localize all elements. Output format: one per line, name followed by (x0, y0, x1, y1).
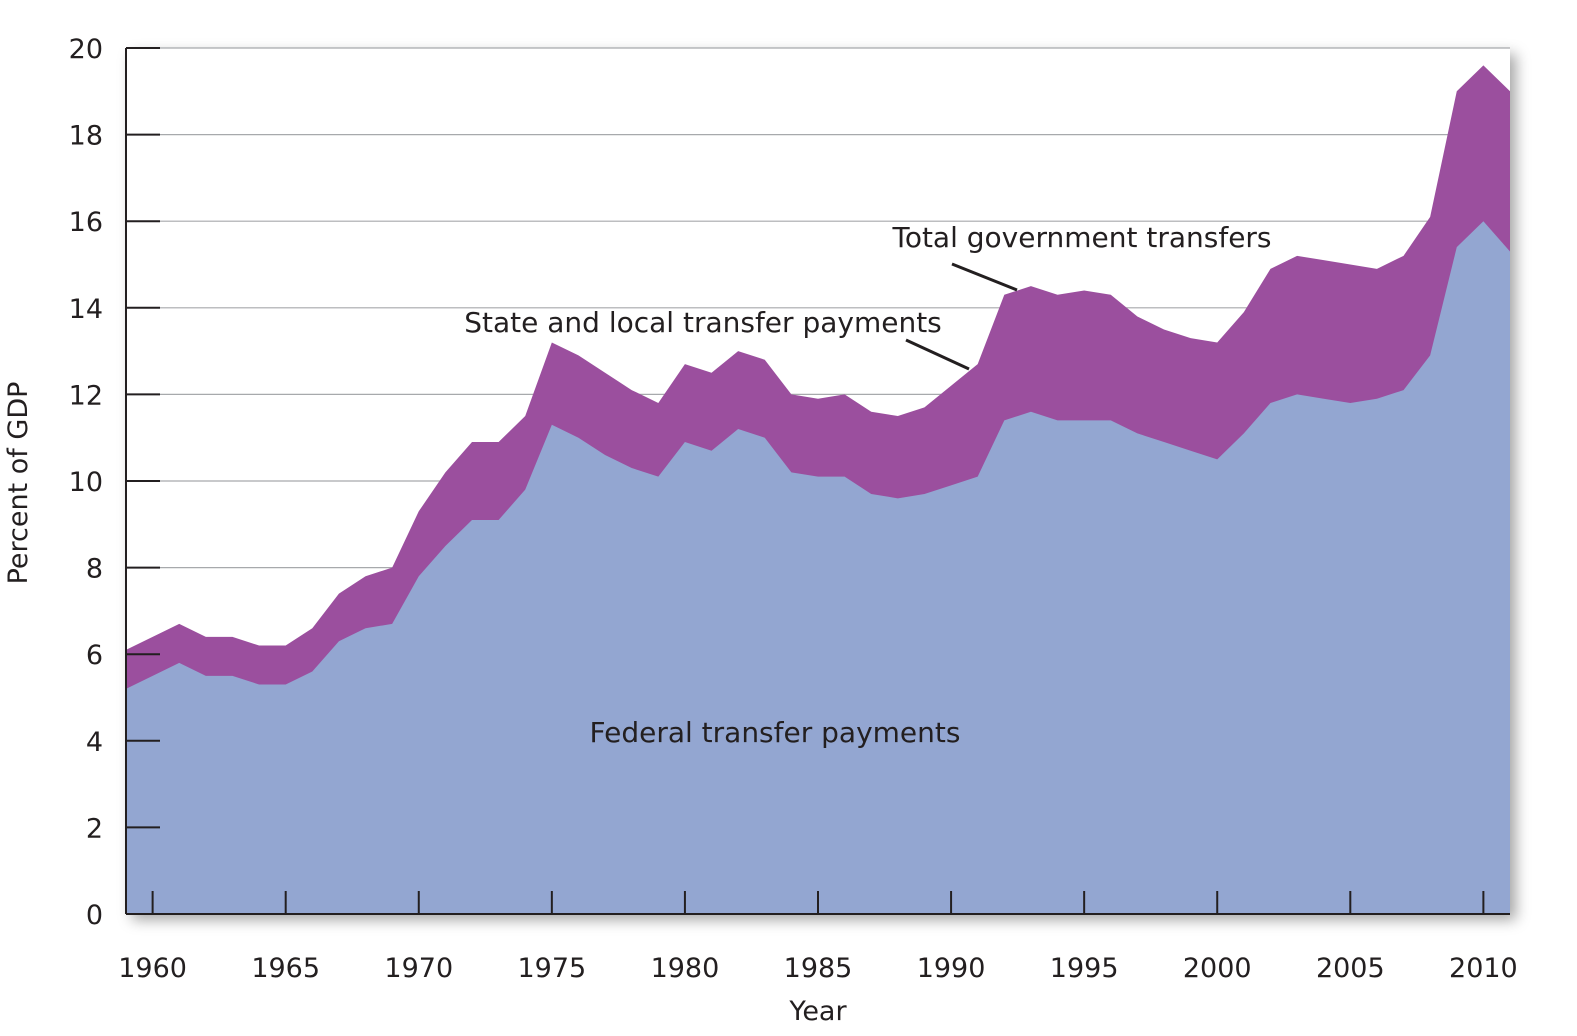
x-tick-label-2005: 2005 (1316, 953, 1385, 984)
x-ticks: 1960 1965 1970 1975 1980 1985 1990 1995 2000 2005… (118, 891, 1518, 984)
y-tick-label-0: 0 (86, 900, 103, 931)
x-axis-title: Year (788, 996, 847, 1027)
x-tick-label-2010: 2010 (1449, 953, 1518, 984)
y-tick-label-20: 20 (69, 34, 103, 65)
x-tick-label-1985: 1985 (784, 953, 853, 984)
y-tick-label-2: 2 (86, 813, 103, 844)
y-tick-label-16: 16 (69, 207, 103, 238)
y-tick-label-14: 14 (69, 294, 103, 325)
leader-total-government-transfers (951, 262, 1018, 292)
y-tick-label-4: 4 (86, 727, 103, 758)
x-tick-label-1975: 1975 (517, 953, 586, 984)
y-tick-label-10: 10 (69, 467, 103, 498)
x-tick-label-2000: 2000 (1183, 953, 1252, 984)
x-tick-label-1995: 1995 (1050, 953, 1119, 984)
y-tick-label-6: 6 (86, 640, 103, 671)
leader-state-local-transfer-payments (905, 338, 970, 371)
annotation-total-government-transfers: Total government transfers (891, 221, 1271, 254)
y-tick-label-8: 8 (86, 554, 103, 585)
area-federal-transfer-payments (126, 221, 1510, 914)
x-tick-label-1990: 1990 (917, 953, 986, 984)
x-tick-label-1960: 1960 (118, 953, 187, 984)
y-tick-label-18: 18 (69, 121, 103, 152)
y-ticks: 0 2 4 6 8 10 12 14 16 18 20 (69, 34, 160, 931)
area-series (126, 65, 1510, 914)
x-tick-label-1970: 1970 (384, 953, 453, 984)
x-tick-label-1965: 1965 (251, 953, 320, 984)
x-tick-label-1980: 1980 (651, 953, 720, 984)
annotation-state-local-transfer-payments: State and local transfer payments (464, 306, 942, 339)
annotation-federal-transfer-payments: Federal transfer payments (590, 716, 961, 749)
y-tick-label-12: 12 (69, 380, 103, 411)
y-axis-title: Percent of GDP (3, 382, 34, 585)
